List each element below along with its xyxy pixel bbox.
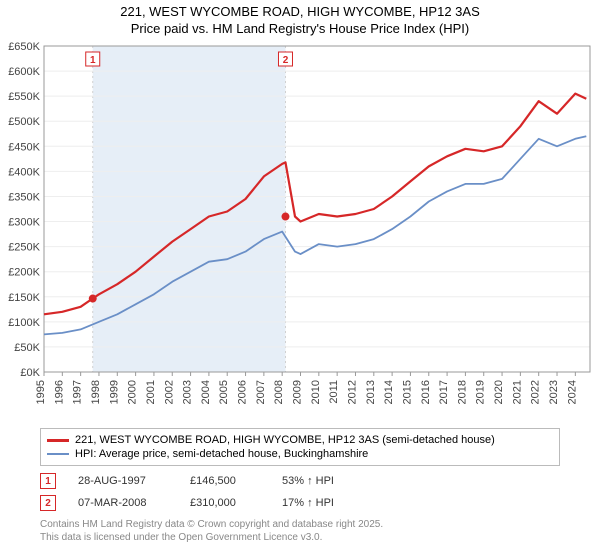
svg-text:1998: 1998 — [90, 380, 102, 404]
svg-text:1995: 1995 — [35, 380, 47, 404]
svg-text:2008: 2008 — [273, 380, 285, 404]
footnote: Contains HM Land Registry data © Crown c… — [40, 518, 383, 544]
svg-text:2021: 2021 — [511, 380, 523, 404]
title-line-2: Price paid vs. HM Land Registry's House … — [131, 21, 469, 36]
svg-text:2001: 2001 — [145, 380, 157, 404]
svg-text:2018: 2018 — [456, 380, 468, 404]
svg-text:2002: 2002 — [163, 380, 175, 404]
svg-text:£250K: £250K — [8, 242, 40, 254]
svg-text:£100K: £100K — [8, 317, 40, 329]
legend-item: 221, WEST WYCOMBE ROAD, HIGH WYCOMBE, HP… — [47, 433, 553, 447]
sale-date: 28-AUG-1997 — [78, 475, 168, 487]
svg-text:£600K: £600K — [8, 66, 40, 78]
sale-badge: 2 — [40, 495, 56, 511]
svg-text:£200K: £200K — [8, 267, 40, 279]
svg-text:2014: 2014 — [383, 380, 395, 404]
sale-badge: 1 — [40, 473, 56, 489]
title-line-1: 221, WEST WYCOMBE ROAD, HIGH WYCOMBE, HP… — [120, 4, 480, 19]
svg-text:2012: 2012 — [346, 380, 358, 404]
svg-text:2011: 2011 — [328, 380, 340, 404]
sale-price: £146,500 — [190, 475, 260, 487]
svg-text:2010: 2010 — [310, 380, 322, 404]
legend-swatch — [47, 453, 69, 455]
svg-text:1999: 1999 — [108, 380, 120, 404]
sale-delta: 53% ↑ HPI — [282, 475, 372, 487]
sale-price: £310,000 — [190, 497, 260, 509]
sale-delta: 17% ↑ HPI — [282, 497, 372, 509]
svg-text:2022: 2022 — [530, 380, 542, 404]
svg-text:£300K: £300K — [8, 217, 40, 229]
legend-label: 221, WEST WYCOMBE ROAD, HIGH WYCOMBE, HP… — [75, 434, 495, 446]
svg-text:2007: 2007 — [255, 380, 267, 404]
svg-text:£0K: £0K — [20, 367, 40, 379]
svg-text:1996: 1996 — [53, 380, 65, 404]
svg-text:2000: 2000 — [127, 380, 139, 404]
line-chart: £0K £50K £100K £150K £200K £250K £300K £350K £40… — [0, 40, 600, 420]
svg-text:£650K: £650K — [8, 41, 40, 53]
svg-text:2003: 2003 — [182, 380, 194, 404]
svg-text:2020: 2020 — [493, 380, 505, 404]
legend-item: HPI: Average price, semi-detached house,… — [47, 447, 553, 461]
sale-row: 1 28-AUG-1997 £146,500 53% ↑ HPI — [40, 470, 372, 492]
sale-date: 07-MAR-2008 — [78, 497, 168, 509]
svg-text:2016: 2016 — [420, 380, 432, 404]
svg-text:2005: 2005 — [218, 380, 230, 404]
legend-swatch — [47, 439, 69, 442]
svg-text:2009: 2009 — [292, 380, 304, 404]
svg-text:£150K: £150K — [8, 292, 40, 304]
legend: 221, WEST WYCOMBE ROAD, HIGH WYCOMBE, HP… — [40, 428, 560, 466]
footnote-line-2: This data is licensed under the Open Gov… — [40, 532, 322, 543]
svg-text:£450K: £450K — [8, 141, 40, 153]
svg-text:2006: 2006 — [237, 380, 249, 404]
svg-text:£550K: £550K — [8, 91, 40, 103]
svg-text:2013: 2013 — [365, 380, 377, 404]
svg-text:2: 2 — [283, 55, 289, 66]
chart-area: £0K £50K £100K £150K £200K £250K £300K £350K £40… — [0, 40, 600, 420]
legend-label: HPI: Average price, semi-detached house,… — [75, 448, 368, 460]
footnote-line-1: Contains HM Land Registry data © Crown c… — [40, 519, 383, 530]
svg-text:2023: 2023 — [548, 380, 560, 404]
svg-text:2019: 2019 — [475, 380, 487, 404]
svg-text:1997: 1997 — [72, 380, 84, 404]
svg-text:1: 1 — [90, 55, 96, 66]
svg-text:£350K: £350K — [8, 191, 40, 203]
sales-table: 1 28-AUG-1997 £146,500 53% ↑ HPI 2 07-MAR-200… — [40, 470, 372, 514]
chart-title: 221, WEST WYCOMBE ROAD, HIGH WYCOMBE, HP… — [0, 0, 600, 38]
sale-row: 2 07-MAR-2008 £310,000 17% ↑ HPI — [40, 492, 372, 514]
svg-text:2004: 2004 — [200, 380, 212, 404]
svg-text:£500K: £500K — [8, 116, 40, 128]
svg-text:£400K: £400K — [8, 166, 40, 178]
svg-text:£50K: £50K — [14, 342, 40, 354]
svg-text:2024: 2024 — [566, 380, 578, 404]
svg-text:2017: 2017 — [438, 380, 450, 404]
svg-text:2015: 2015 — [401, 380, 413, 404]
